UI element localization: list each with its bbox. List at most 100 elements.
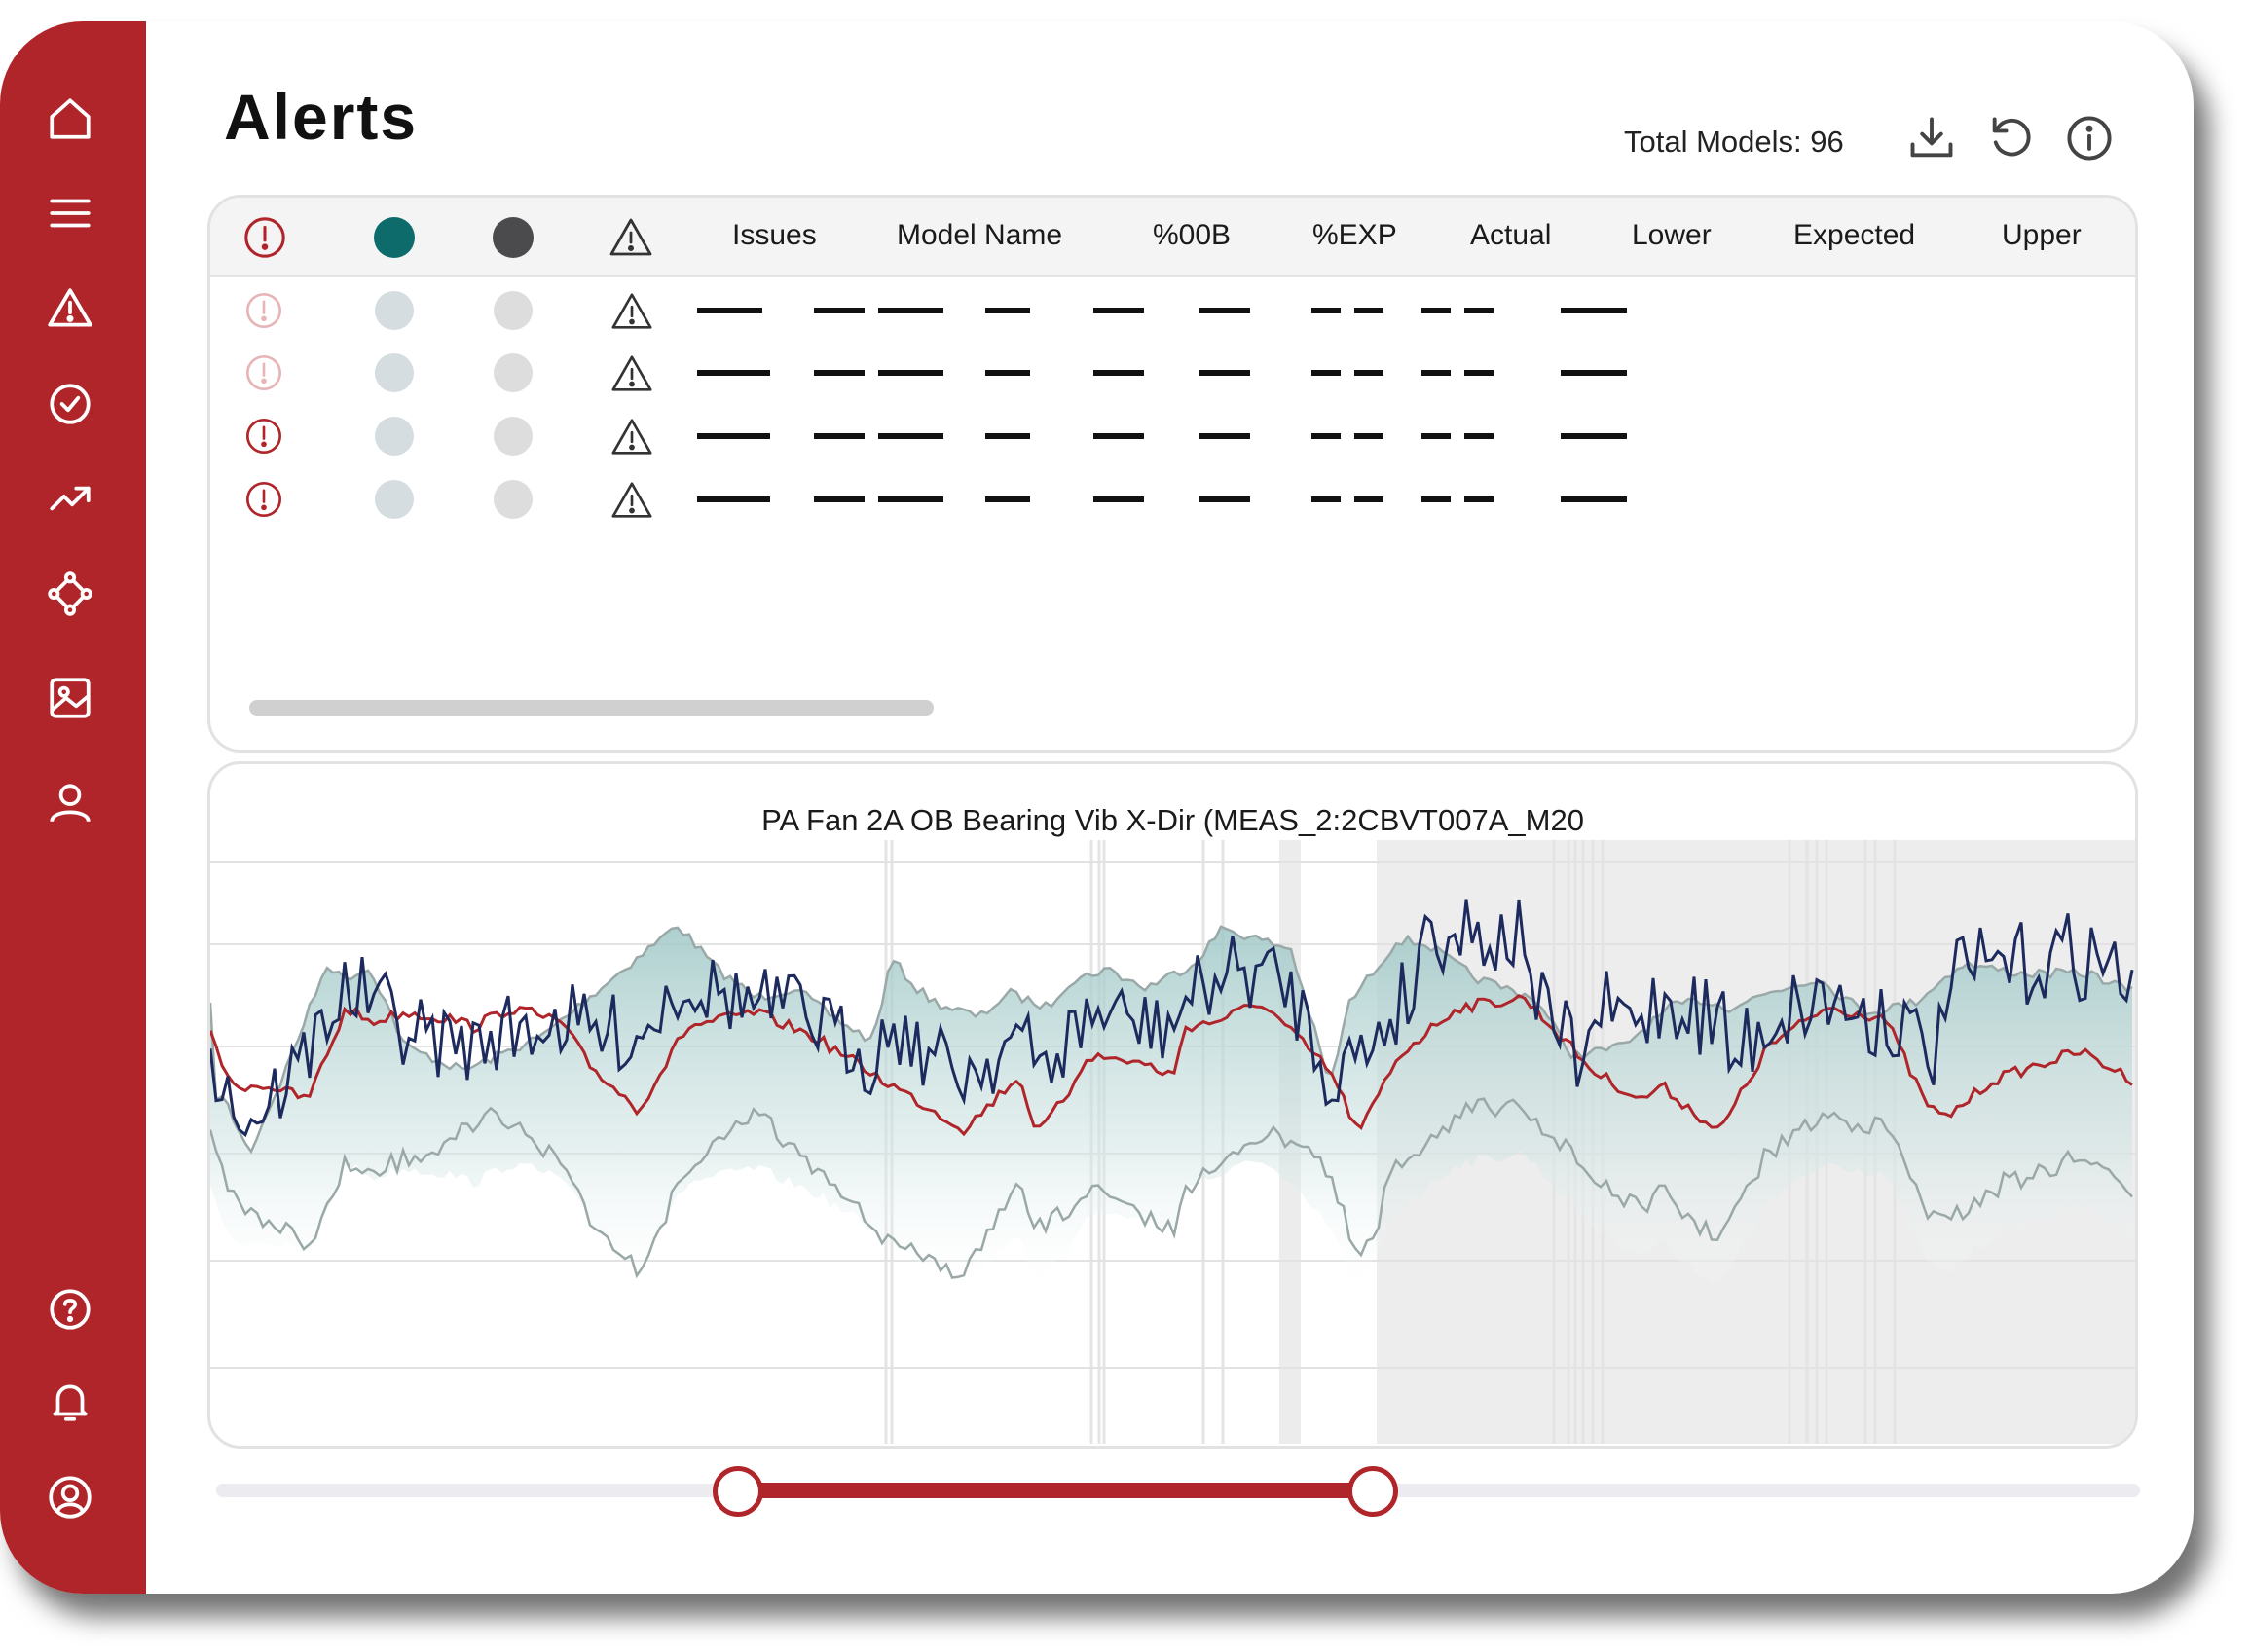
table-header: Issues Model Name %00B %EXP Actual Lower… xyxy=(210,198,2135,277)
placeholder-dash xyxy=(1199,308,1250,313)
table-row[interactable] xyxy=(210,407,2135,465)
alert-circle-icon[interactable] xyxy=(244,480,283,519)
user-icon[interactable] xyxy=(44,777,96,829)
warning-icon[interactable] xyxy=(608,214,654,261)
alert-circle-icon[interactable] xyxy=(244,417,283,456)
account-icon[interactable] xyxy=(44,1471,96,1524)
column-header-exp[interactable]: %EXP xyxy=(1312,219,1397,251)
line-chart xyxy=(210,840,2135,1444)
table-row[interactable] xyxy=(210,344,2135,402)
placeholder-dash xyxy=(1464,308,1494,313)
sidebar xyxy=(0,21,146,1594)
status-dot xyxy=(494,417,533,456)
status-dot xyxy=(375,353,414,392)
column-header-lower[interactable]: Lower xyxy=(1632,219,1712,251)
placeholder-dash xyxy=(1421,370,1451,376)
alert-icon[interactable] xyxy=(44,282,96,335)
placeholder-dash xyxy=(878,496,943,502)
status-dot-teal[interactable] xyxy=(374,217,415,258)
alerts-table: Issues Model Name %00B %EXP Actual Lower… xyxy=(207,195,2138,753)
placeholder-dash xyxy=(1561,308,1627,313)
placeholder-dash xyxy=(1561,496,1627,502)
placeholder-dash xyxy=(1354,496,1383,502)
placeholder-dash xyxy=(878,308,943,313)
placeholder-dash xyxy=(1464,433,1494,439)
image-icon[interactable] xyxy=(44,672,96,724)
placeholder-dash xyxy=(985,496,1030,502)
placeholder-dash xyxy=(878,370,943,376)
placeholder-dash xyxy=(814,496,865,502)
placeholder-dash xyxy=(1311,496,1341,502)
placeholder-dash xyxy=(1561,370,1627,376)
column-header-upper[interactable]: Upper xyxy=(2002,219,2082,251)
placeholder-dash xyxy=(1421,308,1451,313)
menu-icon[interactable] xyxy=(44,187,96,239)
placeholder-dash xyxy=(1354,308,1383,313)
range-slider-selection[interactable] xyxy=(735,1483,1371,1498)
placeholder-dash xyxy=(1421,496,1451,502)
placeholder-dash xyxy=(985,370,1030,376)
column-header-issues[interactable]: Issues xyxy=(732,219,817,251)
column-header-model-name[interactable]: Model Name xyxy=(897,219,1063,251)
chart-title: PA Fan 2A OB Bearing Vib X-Dir (MEAS_2:2… xyxy=(761,803,1584,837)
status-dot xyxy=(494,480,533,519)
placeholder-dash xyxy=(697,308,762,313)
chart-panel: PA Fan 2A OB Bearing Vib X-Dir (MEAS_2:2… xyxy=(207,761,2138,1449)
placeholder-dash xyxy=(1421,433,1451,439)
status-dot xyxy=(375,480,414,519)
alert-circle-icon[interactable] xyxy=(244,291,283,330)
check-circle-icon[interactable] xyxy=(44,378,96,430)
trend-icon[interactable] xyxy=(44,472,96,525)
placeholder-dash xyxy=(878,433,943,439)
total-models-label: Total Models: 96 xyxy=(1624,125,1844,159)
warning-icon[interactable] xyxy=(609,478,654,523)
placeholder-dash xyxy=(814,370,865,376)
placeholder-dash xyxy=(1311,308,1341,313)
actual-line xyxy=(210,899,2134,1138)
placeholder-dash xyxy=(1093,433,1144,439)
placeholder-dash xyxy=(1354,433,1383,439)
app-window: Alerts Total Models: 96 Issues Model Nam… xyxy=(0,21,2194,1594)
info-icon[interactable] xyxy=(2064,113,2115,164)
status-dot xyxy=(375,417,414,456)
warning-icon[interactable] xyxy=(609,415,654,459)
help-icon[interactable] xyxy=(44,1283,96,1336)
column-header-oob[interactable]: %00B xyxy=(1153,219,1232,251)
placeholder-dash xyxy=(1093,308,1144,313)
alert-circle-icon[interactable] xyxy=(242,215,287,260)
download-icon[interactable] xyxy=(1906,113,1957,164)
placeholder-dash xyxy=(814,308,865,313)
network-icon[interactable] xyxy=(44,568,96,620)
placeholder-dash xyxy=(1311,433,1341,439)
placeholder-dash xyxy=(985,433,1030,439)
placeholder-dash xyxy=(1199,496,1250,502)
warning-icon[interactable] xyxy=(609,289,654,334)
bell-icon[interactable] xyxy=(44,1375,96,1427)
placeholder-dash xyxy=(985,308,1030,313)
placeholder-dash xyxy=(1354,370,1383,376)
status-dot xyxy=(494,353,533,392)
refresh-icon[interactable] xyxy=(1986,113,2037,164)
warning-icon[interactable] xyxy=(609,351,654,396)
status-dot xyxy=(375,291,414,330)
placeholder-dash xyxy=(1093,496,1144,502)
placeholder-dash xyxy=(1464,370,1494,376)
range-slider-start-handle[interactable] xyxy=(712,1466,763,1517)
table-row[interactable] xyxy=(210,470,2135,529)
placeholder-dash xyxy=(697,370,770,376)
placeholder-dash xyxy=(1561,433,1627,439)
column-header-expected[interactable]: Expected xyxy=(1793,219,1916,251)
home-icon[interactable] xyxy=(44,92,96,145)
column-header-actual[interactable]: Actual xyxy=(1470,219,1552,251)
lower-bound-line xyxy=(210,1097,2133,1279)
page-title: Alerts xyxy=(224,81,419,153)
range-slider-end-handle[interactable] xyxy=(1346,1466,1398,1517)
table-row[interactable] xyxy=(210,281,2135,340)
horizontal-scrollbar[interactable] xyxy=(249,700,934,716)
alert-circle-icon[interactable] xyxy=(244,353,283,392)
placeholder-dash xyxy=(1464,496,1494,502)
placeholder-dash xyxy=(814,433,865,439)
status-dot-dark[interactable] xyxy=(493,217,534,258)
placeholder-dash xyxy=(697,433,770,439)
placeholder-dash xyxy=(1199,433,1250,439)
